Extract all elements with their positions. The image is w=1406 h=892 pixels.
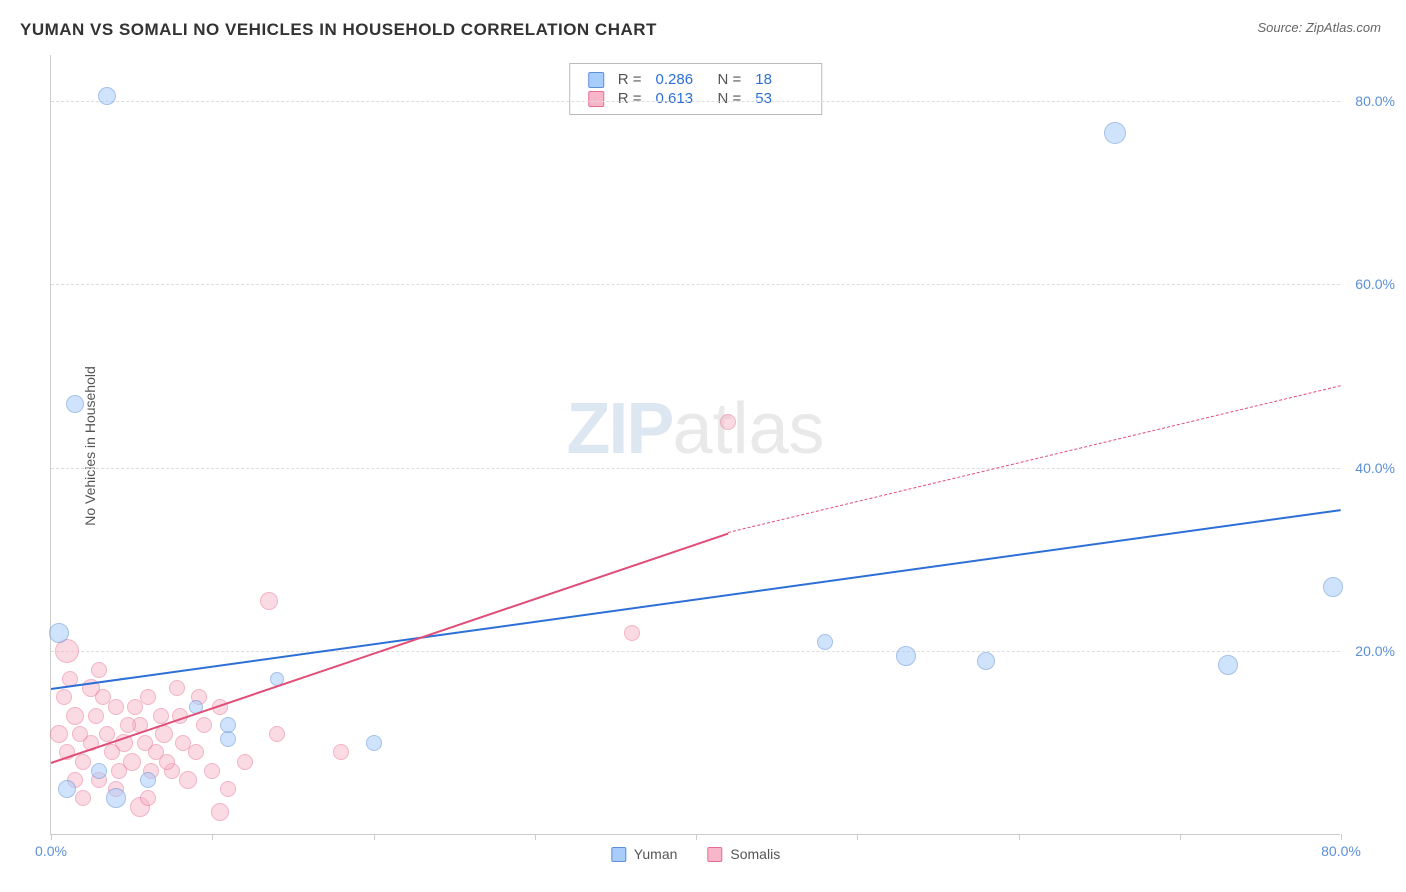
data-point-somalis bbox=[720, 414, 736, 430]
stats-n-value-somalis: 53 bbox=[755, 90, 803, 107]
data-point-somalis bbox=[137, 735, 153, 751]
chart-container: YUMAN VS SOMALI NO VEHICLES IN HOUSEHOLD… bbox=[0, 0, 1406, 892]
data-point-yuman bbox=[91, 763, 107, 779]
data-point-somalis bbox=[220, 781, 236, 797]
data-point-somalis bbox=[269, 726, 285, 742]
data-point-somalis bbox=[179, 771, 197, 789]
data-point-yuman bbox=[140, 772, 156, 788]
data-point-yuman bbox=[106, 788, 126, 808]
data-point-somalis bbox=[50, 725, 68, 743]
regression-line-yuman bbox=[51, 509, 1341, 690]
stats-row-yuman: R = 0.286 N = 18 bbox=[588, 70, 804, 89]
data-point-somalis bbox=[333, 744, 349, 760]
correlation-stats-box: R = 0.286 N = 18 R = 0.613 N = 53 bbox=[569, 63, 823, 115]
data-point-yuman bbox=[896, 646, 916, 666]
legend-item-somalis: Somalis bbox=[707, 846, 780, 862]
data-point-somalis bbox=[211, 803, 229, 821]
data-point-somalis bbox=[56, 689, 72, 705]
stats-r-label: R = bbox=[618, 71, 642, 88]
plot-area: ZIPatlas R = 0.286 N = 18 R = 0.613 N = … bbox=[50, 55, 1340, 835]
legend-label-yuman: Yuman bbox=[634, 846, 678, 862]
y-tick-label: 80.0% bbox=[1355, 93, 1395, 109]
data-point-somalis bbox=[153, 708, 169, 724]
gridline bbox=[51, 284, 1340, 285]
source-name: ZipAtlas.com bbox=[1306, 20, 1381, 35]
data-point-somalis bbox=[88, 708, 104, 724]
data-point-yuman bbox=[66, 395, 84, 413]
x-tick bbox=[374, 834, 375, 840]
source-attribution: Source: ZipAtlas.com bbox=[1257, 20, 1381, 35]
x-end-label: 80.0% bbox=[1321, 843, 1361, 859]
data-point-somalis bbox=[188, 744, 204, 760]
data-point-somalis bbox=[196, 717, 212, 733]
y-tick-label: 60.0% bbox=[1355, 276, 1395, 292]
swatch-yuman-icon bbox=[588, 72, 604, 88]
stats-r-value-somalis: 0.613 bbox=[656, 90, 704, 107]
legend-swatch-yuman-icon bbox=[611, 847, 626, 862]
data-point-somalis bbox=[104, 744, 120, 760]
data-point-somalis bbox=[237, 754, 253, 770]
data-point-somalis bbox=[260, 592, 278, 610]
data-point-yuman bbox=[1323, 577, 1343, 597]
data-point-somalis bbox=[95, 689, 111, 705]
stats-n-value-yuman: 18 bbox=[755, 71, 803, 88]
legend-label-somalis: Somalis bbox=[730, 846, 780, 862]
x-tick bbox=[51, 834, 52, 840]
data-point-somalis bbox=[75, 790, 91, 806]
stats-r-label: R = bbox=[618, 90, 642, 107]
data-point-somalis bbox=[159, 754, 175, 770]
data-point-yuman bbox=[49, 623, 69, 643]
y-tick-label: 20.0% bbox=[1355, 643, 1395, 659]
data-point-yuman bbox=[366, 735, 382, 751]
gridline bbox=[51, 651, 1340, 652]
data-point-somalis bbox=[108, 699, 124, 715]
regression-line-somalis bbox=[51, 532, 729, 763]
data-point-yuman bbox=[1104, 122, 1126, 144]
data-point-yuman bbox=[817, 634, 833, 650]
data-point-somalis bbox=[204, 763, 220, 779]
x-tick bbox=[1180, 834, 1181, 840]
data-point-somalis bbox=[66, 707, 84, 725]
data-point-somalis bbox=[127, 699, 143, 715]
regression-extrapolate-somalis bbox=[728, 385, 1341, 533]
data-point-somalis bbox=[111, 763, 127, 779]
data-point-somalis bbox=[120, 717, 136, 733]
data-point-yuman bbox=[220, 717, 236, 733]
watermark: ZIPatlas bbox=[566, 388, 824, 470]
data-point-yuman bbox=[977, 652, 995, 670]
data-point-yuman bbox=[220, 731, 236, 747]
data-point-somalis bbox=[624, 625, 640, 641]
data-point-somalis bbox=[75, 754, 91, 770]
data-point-yuman bbox=[1218, 655, 1238, 675]
x-tick bbox=[535, 834, 536, 840]
legend: Yuman Somalis bbox=[611, 846, 780, 862]
x-tick bbox=[1341, 834, 1342, 840]
chart-title: YUMAN VS SOMALI NO VEHICLES IN HOUSEHOLD… bbox=[20, 20, 657, 40]
gridline bbox=[51, 101, 1340, 102]
x-tick bbox=[212, 834, 213, 840]
data-point-somalis bbox=[140, 790, 156, 806]
stats-n-label: N = bbox=[718, 71, 742, 88]
data-point-yuman bbox=[58, 780, 76, 798]
x-tick bbox=[1019, 834, 1020, 840]
stats-row-somalis: R = 0.613 N = 53 bbox=[588, 89, 804, 108]
swatch-somalis-icon bbox=[588, 91, 604, 107]
stats-r-value-yuman: 0.286 bbox=[656, 71, 704, 88]
y-tick-label: 40.0% bbox=[1355, 460, 1395, 476]
watermark-atlas: atlas bbox=[672, 389, 824, 469]
data-point-somalis bbox=[169, 680, 185, 696]
legend-item-yuman: Yuman bbox=[611, 846, 678, 862]
data-point-yuman bbox=[98, 87, 116, 105]
x-start-label: 0.0% bbox=[35, 843, 67, 859]
source-prefix: Source: bbox=[1257, 20, 1305, 35]
x-tick bbox=[696, 834, 697, 840]
data-point-somalis bbox=[72, 726, 88, 742]
data-point-somalis bbox=[175, 735, 191, 751]
gridline bbox=[51, 468, 1340, 469]
watermark-zip: ZIP bbox=[566, 389, 672, 469]
stats-n-label: N = bbox=[718, 90, 742, 107]
data-point-somalis bbox=[91, 662, 107, 678]
x-tick bbox=[857, 834, 858, 840]
legend-swatch-somalis-icon bbox=[707, 847, 722, 862]
